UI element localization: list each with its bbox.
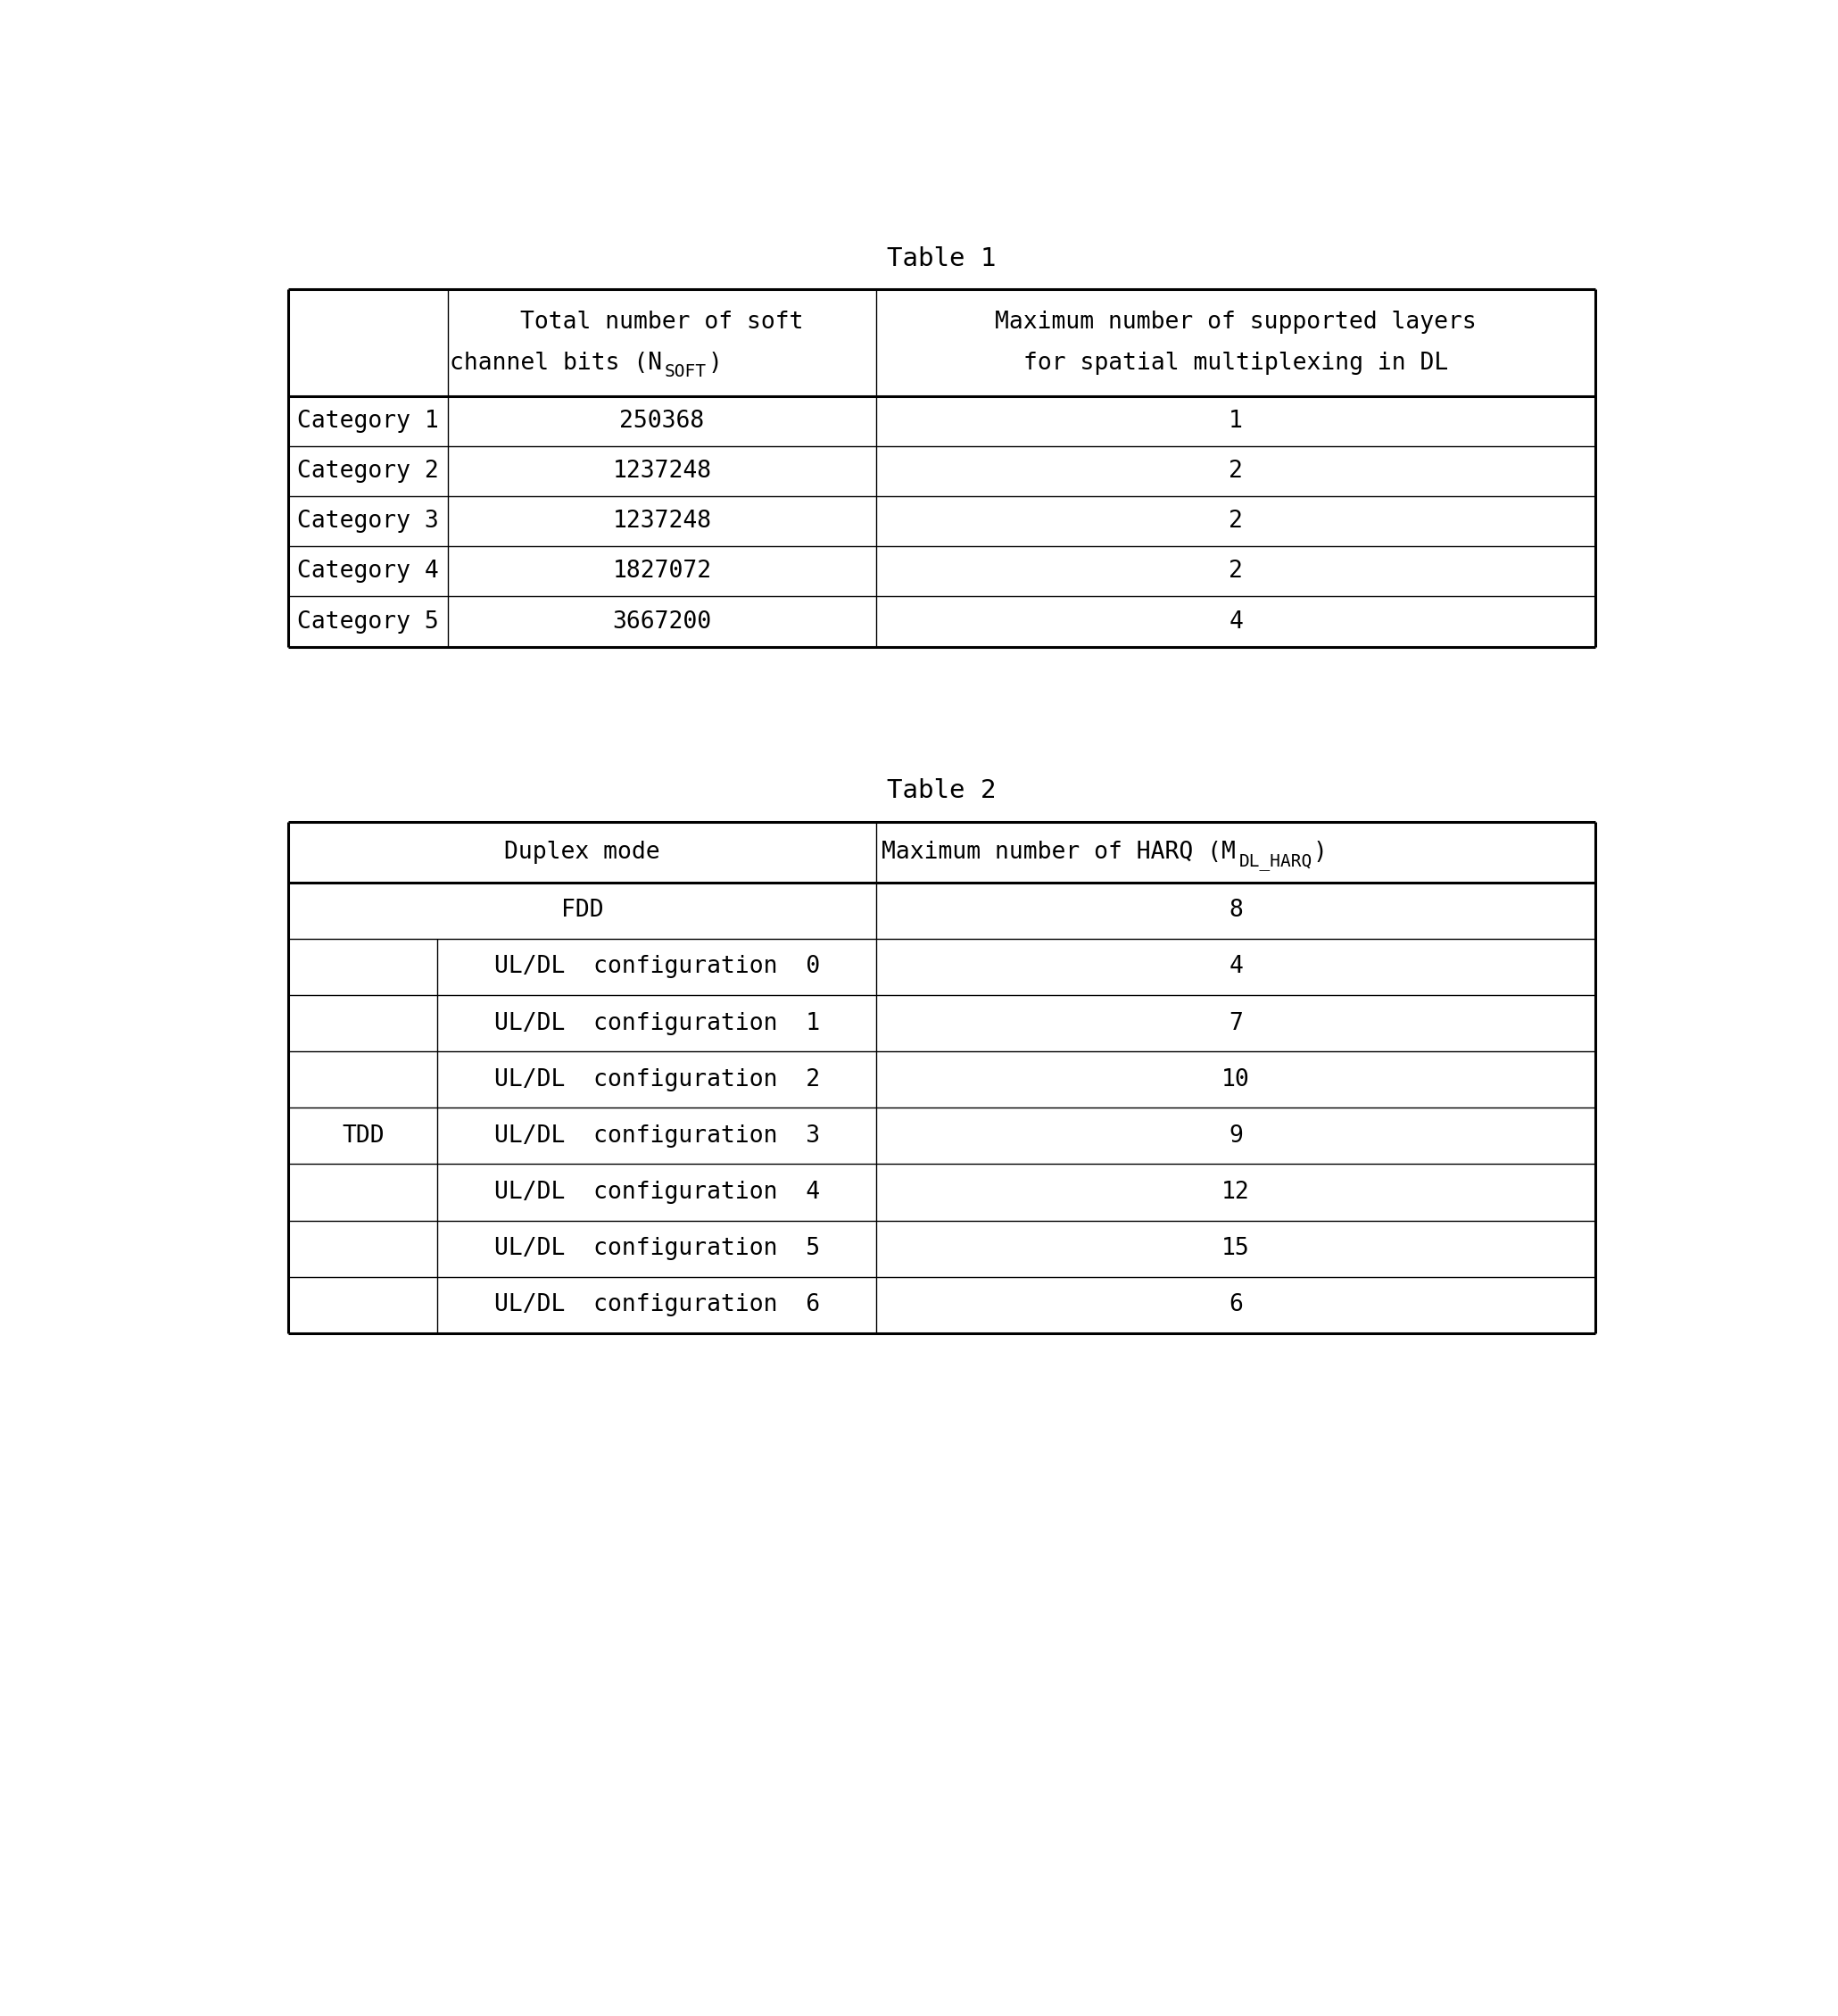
Text: 250368: 250368 <box>619 409 704 433</box>
Text: Table 2: Table 2 <box>888 778 996 804</box>
Text: 1: 1 <box>1230 409 1242 433</box>
Text: 7: 7 <box>1230 1012 1242 1034</box>
Text: Category 4: Category 4 <box>296 560 439 583</box>
Text: Category 2: Category 2 <box>296 460 439 482</box>
Text: 3667200: 3667200 <box>612 611 711 633</box>
Text: UL/DL  configuration  1: UL/DL configuration 1 <box>494 1012 820 1034</box>
Text: Category 1: Category 1 <box>296 409 439 433</box>
Text: ): ) <box>1314 841 1327 863</box>
Text: ): ) <box>708 351 722 375</box>
Text: Table 1: Table 1 <box>888 246 996 270</box>
Text: FDD: FDD <box>561 899 603 921</box>
Text: 1827072: 1827072 <box>612 560 711 583</box>
Text: UL/DL  configuration  4: UL/DL configuration 4 <box>494 1181 820 1204</box>
Text: 15: 15 <box>1222 1238 1250 1260</box>
Text: 2: 2 <box>1230 460 1242 482</box>
Text: Maximum number of HARQ (M: Maximum number of HARQ (M <box>882 841 1235 863</box>
Text: Category 5: Category 5 <box>296 611 439 633</box>
Text: SOFT: SOFT <box>665 363 706 381</box>
Text: 9: 9 <box>1230 1125 1242 1147</box>
Text: for spatial multiplexing in DL: for spatial multiplexing in DL <box>1024 351 1448 375</box>
Text: UL/DL  configuration  3: UL/DL configuration 3 <box>494 1125 820 1147</box>
Text: 8: 8 <box>1230 899 1242 921</box>
Text: Duplex mode: Duplex mode <box>504 841 660 863</box>
Text: 4: 4 <box>1230 611 1242 633</box>
Text: Maximum number of supported layers: Maximum number of supported layers <box>994 310 1476 333</box>
Text: Category 3: Category 3 <box>296 510 439 532</box>
Text: Total number of soft: Total number of soft <box>520 310 803 333</box>
Text: 2: 2 <box>1230 510 1242 532</box>
Text: 10: 10 <box>1222 1068 1250 1091</box>
Text: 4: 4 <box>1230 956 1242 978</box>
Text: 1237248: 1237248 <box>612 460 711 482</box>
Text: 12: 12 <box>1222 1181 1250 1204</box>
Text: 2: 2 <box>1230 560 1242 583</box>
Text: UL/DL  configuration  0: UL/DL configuration 0 <box>494 956 820 978</box>
Text: 6: 6 <box>1230 1294 1242 1316</box>
Text: UL/DL  configuration  5: UL/DL configuration 5 <box>494 1238 820 1260</box>
Text: channel bits (N: channel bits (N <box>450 351 662 375</box>
Text: TDD: TDD <box>342 1125 384 1147</box>
Text: DL_HARQ: DL_HARQ <box>1239 853 1312 871</box>
Text: 1237248: 1237248 <box>612 510 711 532</box>
Text: UL/DL  configuration  6: UL/DL configuration 6 <box>494 1294 820 1316</box>
Text: UL/DL  configuration  2: UL/DL configuration 2 <box>494 1068 820 1091</box>
